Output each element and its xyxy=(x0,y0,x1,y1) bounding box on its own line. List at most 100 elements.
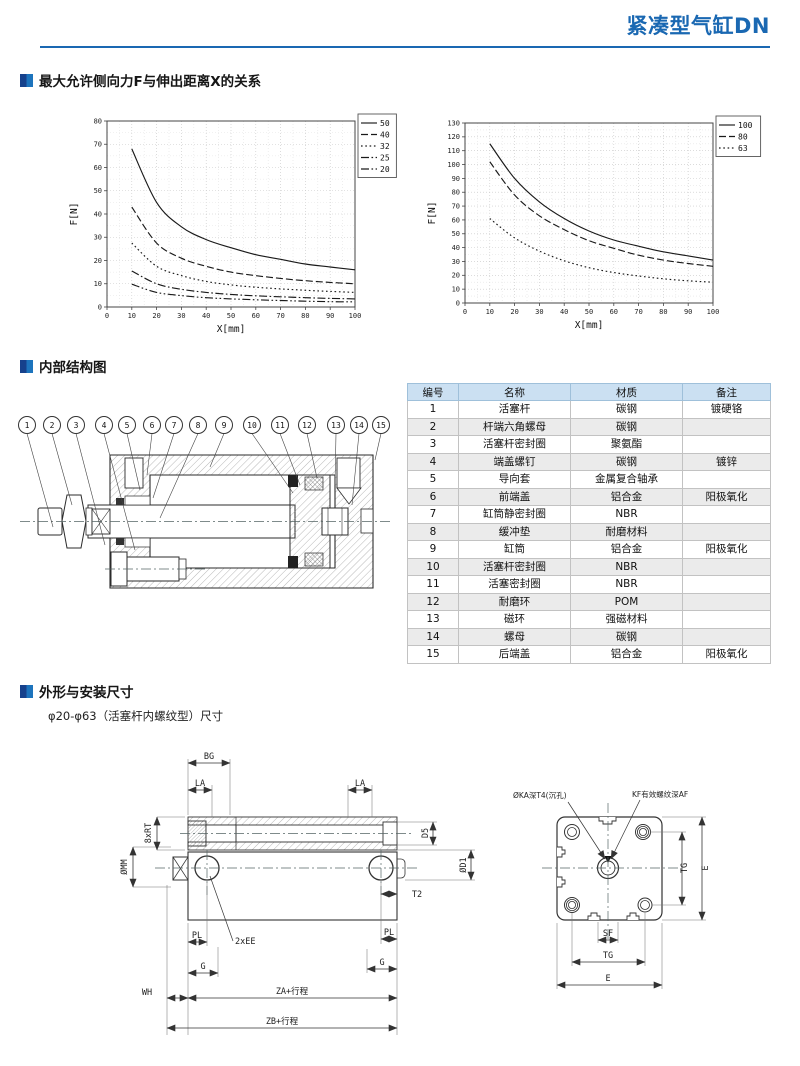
balloon-12: 12 xyxy=(298,416,316,434)
dim-label-mm: ØMM xyxy=(119,859,130,874)
svg-text:40: 40 xyxy=(560,308,568,316)
table-cell: NBR xyxy=(570,505,683,524)
table-cell: 缸筒静密封圈 xyxy=(458,505,571,524)
table-cell: 3 xyxy=(407,435,459,454)
table-cell: 铝合金 xyxy=(570,540,683,559)
svg-text:0: 0 xyxy=(105,312,109,320)
dim-label-d1: ØD1 xyxy=(458,857,469,872)
dim-label-d5: D5 xyxy=(421,828,431,838)
svg-text:X[mm]: X[mm] xyxy=(575,320,604,331)
table-cell xyxy=(682,470,771,489)
balloon-8: 8 xyxy=(189,416,207,434)
svg-text:11: 11 xyxy=(275,421,285,430)
table-row: 1 活塞杆 碳钢 镀硬铬 xyxy=(407,400,771,419)
dim-label-zb: ZB+行程 xyxy=(266,1016,299,1027)
table-cell xyxy=(682,575,771,594)
balloon-5: 5 xyxy=(118,416,136,434)
svg-text:10: 10 xyxy=(94,280,102,288)
svg-text:80: 80 xyxy=(452,189,460,197)
svg-text:70: 70 xyxy=(94,141,102,149)
svg-text:9: 9 xyxy=(222,421,227,430)
svg-text:60: 60 xyxy=(94,164,102,172)
section-bullet-icon xyxy=(20,359,33,373)
table-cell: 阳极氧化 xyxy=(682,645,771,664)
svg-text:60: 60 xyxy=(252,312,260,320)
section-label: 外形与安装尺寸 xyxy=(39,685,134,701)
svg-text:10: 10 xyxy=(247,421,257,430)
cylinder-cross-section xyxy=(20,454,390,589)
table-cell: 14 xyxy=(407,627,459,646)
svg-text:25: 25 xyxy=(380,153,390,162)
table-cell: 端盖螺钉 xyxy=(458,452,571,471)
section-title-force-relation: 最大允许侧向力F与伸出距离X的关系 xyxy=(20,70,261,90)
outline-dimension-face-view: ØKA深T4(沉孔) KF有效螺纹深AF TG E SF TG E xyxy=(513,789,711,989)
svg-text:15: 15 xyxy=(376,421,386,430)
dim-label-kf: KF有效螺纹深AF xyxy=(632,789,688,799)
dim-label-sf: SF xyxy=(603,929,613,939)
table-cell: 15 xyxy=(407,645,459,664)
table-cell: 强磁材料 xyxy=(570,610,683,629)
svg-text:80: 80 xyxy=(738,132,748,141)
bore-range-subtitle: φ20-φ63（活塞杆内螺纹型）尺寸 xyxy=(48,709,224,723)
svg-text:0: 0 xyxy=(456,299,460,307)
svg-text:14: 14 xyxy=(354,421,364,430)
balloon-6: 6 xyxy=(143,416,161,434)
dim-label-ka: ØKA深T4(沉孔) xyxy=(513,791,567,800)
svg-text:60: 60 xyxy=(452,216,460,224)
balloon-7: 7 xyxy=(165,416,183,434)
svg-text:10: 10 xyxy=(128,312,136,320)
table-cell: 铝合金 xyxy=(570,645,683,664)
svg-text:1: 1 xyxy=(25,421,30,430)
table-cell: NBR xyxy=(570,557,683,576)
table-cell: 聚氨酯 xyxy=(570,435,683,454)
table-row: 11 活塞密封圈 NBR xyxy=(407,575,771,594)
table-cell: 12 xyxy=(407,592,459,611)
svg-text:90: 90 xyxy=(684,308,692,316)
balloon-10: 10 xyxy=(243,416,261,434)
svg-text:120: 120 xyxy=(447,133,460,141)
section-title-internal-structure: 内部结构图 xyxy=(20,356,107,376)
table-cell: 镀硬铬 xyxy=(682,400,771,419)
table-row: 12 耐磨环 POM xyxy=(407,592,771,611)
svg-text:32: 32 xyxy=(380,142,390,151)
table-cell: 7 xyxy=(407,505,459,524)
balloon-2: 2 xyxy=(43,416,61,434)
side-view-dimensions: BG LA LA 8xRT ØMM D5 ØD1 T2 PL PL 2xEE G… xyxy=(119,752,475,1032)
svg-text:80: 80 xyxy=(94,117,102,125)
section-label: 内部结构图 xyxy=(39,360,107,376)
dim-label-g-right: G xyxy=(379,958,384,968)
header-rule xyxy=(40,46,770,48)
table-cell: 活塞杆 xyxy=(458,400,571,419)
dim-label-pl-left: PL xyxy=(192,931,202,941)
svg-text:5: 5 xyxy=(125,421,130,430)
svg-text:7: 7 xyxy=(172,421,177,430)
balloon-14: 14 xyxy=(350,416,368,434)
table-row: 3 活塞杆密封圈 聚氨酯 xyxy=(407,435,771,454)
table-cell: 碳钢 xyxy=(570,452,683,471)
svg-text:0: 0 xyxy=(98,303,102,311)
svg-text:4: 4 xyxy=(102,421,107,430)
svg-text:20: 20 xyxy=(94,257,102,265)
svg-text:40: 40 xyxy=(94,210,102,218)
col-header-number: 编号 xyxy=(407,383,459,401)
table-cell xyxy=(682,435,771,454)
table-cell: 螺母 xyxy=(458,627,571,646)
table-cell: 活塞杆密封圈 xyxy=(458,435,571,454)
table-row: 5 导向套 金属复合轴承 xyxy=(407,470,771,489)
table-cell: 6 xyxy=(407,487,459,506)
section-label: 最大允许侧向力F与伸出距离X的关系 xyxy=(39,74,262,90)
svg-text:50: 50 xyxy=(94,187,102,195)
svg-text:2: 2 xyxy=(50,421,55,430)
svg-text:70: 70 xyxy=(276,312,284,320)
dim-label-la-left: LA xyxy=(195,779,205,789)
table-header-row: 编号 名称 材质 备注 xyxy=(407,383,771,401)
table-cell: 耐磨材料 xyxy=(570,522,683,541)
section-bullet-icon xyxy=(20,684,33,698)
table-row: 8 缓冲垫 耐磨材料 xyxy=(407,522,771,541)
table-cell: 活塞杆密封圈 xyxy=(458,557,571,576)
svg-text:70: 70 xyxy=(634,308,642,316)
svg-text:80: 80 xyxy=(659,308,667,316)
svg-text:8: 8 xyxy=(196,421,201,430)
svg-text:X[mm]: X[mm] xyxy=(217,324,246,335)
svg-text:13: 13 xyxy=(331,421,341,430)
